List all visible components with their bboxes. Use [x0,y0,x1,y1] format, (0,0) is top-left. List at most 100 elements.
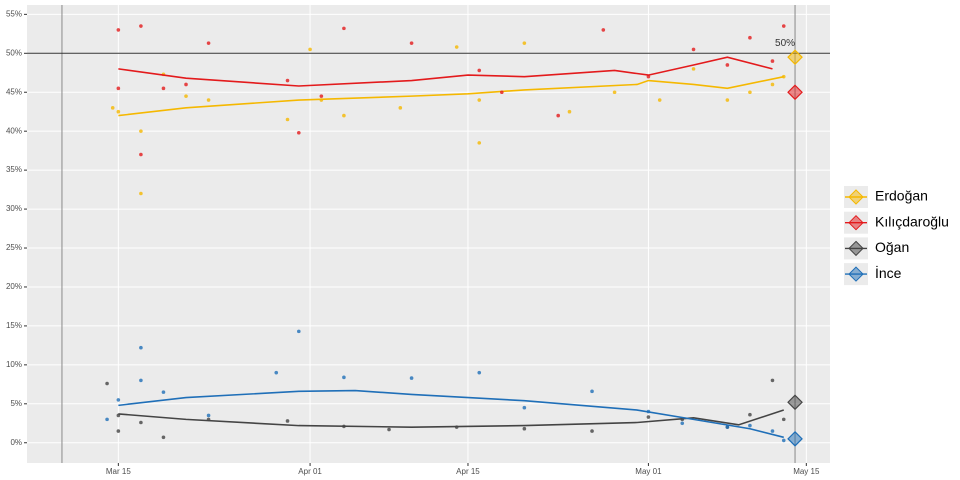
poll-point [139,129,143,133]
y-tick-label: 40% [6,126,22,135]
poll-point [139,420,143,425]
poll-point [116,86,121,91]
poll-point [342,113,346,118]
poll-point [601,28,606,32]
poll-point [691,67,696,71]
poll-point [454,45,459,49]
x-tick-label: Mar 15 [106,467,131,476]
poll-point [116,429,121,433]
y-tick-label: 5% [10,399,22,408]
poll-point [139,345,143,350]
poll-point [781,24,786,28]
poll-point [308,47,312,52]
poll-point [612,90,617,95]
poll-point [206,98,211,102]
poll-point [116,398,121,402]
poll-point [680,421,685,426]
poll-point [770,82,775,87]
legend-label: Kılıçdaroğlu [875,213,949,229]
poll-point [477,370,482,375]
poll-point [139,24,143,28]
x-tick-label: May 15 [793,467,820,476]
poll-point [274,370,279,375]
poll-point [567,109,572,114]
poll-point [748,412,752,417]
poll-point [139,191,143,196]
poll-point [556,113,560,118]
poll-point [206,413,211,418]
y-tick-label: 15% [6,321,22,330]
poll-point [770,378,775,383]
poll-point [105,381,109,386]
poll-point [781,417,786,422]
poll-point [409,376,414,380]
poll-point [285,78,290,83]
poll-point [139,378,143,383]
poll-point [522,426,527,431]
poll-point [110,106,115,110]
x-tick-label: Apr 15 [456,467,480,476]
poll-point [398,106,403,110]
poll-point [116,28,121,32]
x-tick-label: May 01 [635,467,662,476]
result-marker [787,431,803,447]
trend-line [118,389,784,439]
poll-point [646,415,651,419]
y-tick-label: 45% [6,87,22,96]
y-tick-label: 35% [6,165,22,174]
y-tick-label: 20% [6,282,22,291]
poll-point [691,47,696,52]
poll-point [297,329,301,334]
x-tick-label: Apr 01 [298,467,322,476]
panel [27,5,830,463]
poll-point [770,59,775,63]
poll-point [748,90,752,95]
poll-point [387,427,391,432]
poll-point [657,98,662,102]
poll-point [139,152,143,157]
poll-point [477,141,482,145]
poll-point [725,425,730,429]
poll-point [409,41,414,45]
poll-point [590,389,594,394]
result-marker [787,394,803,411]
y-tick-label: 30% [6,204,22,213]
poll-point [500,90,504,95]
legend-diamond [848,240,864,257]
poll-point [590,429,594,433]
poll-point [725,63,730,67]
poll-point [477,98,482,102]
y-tick-label: 10% [6,360,22,369]
y-tick-label: 50% [6,48,22,57]
poll-point [161,86,166,91]
poll-point [105,417,109,422]
poll-point [116,109,121,114]
y-tick-label: 55% [6,9,22,18]
poll-point [285,419,290,423]
y-tick-label: 0% [10,438,22,447]
poll-point [184,94,188,98]
y-tick-label: 25% [6,243,22,252]
threshold-label: 50% [775,38,795,49]
poll-point [319,94,324,98]
poll-point [522,41,527,45]
legend-label: Erdoğan [875,188,928,204]
poll-point [342,375,346,380]
legend-label: Oğan [875,239,909,255]
poll-point [748,35,752,40]
poll-point [781,438,786,443]
poll-point [748,423,752,428]
poll-point [477,68,482,73]
legend-diamond [848,266,864,282]
legend-diamond [848,189,864,205]
trend-line [118,409,785,428]
poll-point [297,130,301,135]
poll-point [522,405,527,410]
trend-line [118,56,773,87]
poll-point [161,435,166,440]
legend-diamond [848,214,864,231]
result-marker [787,49,803,66]
poll-point [184,82,188,87]
poll-point [206,41,211,45]
